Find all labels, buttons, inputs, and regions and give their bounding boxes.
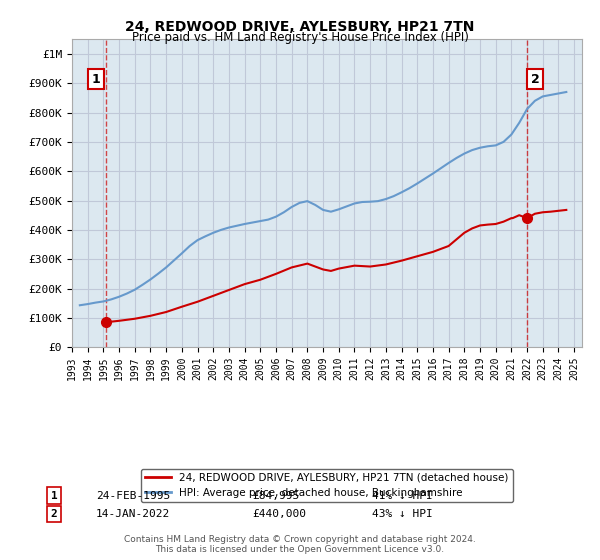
Legend: 24, REDWOOD DRIVE, AYLESBURY, HP21 7TN (detached house), HPI: Average price, det: 24, REDWOOD DRIVE, AYLESBURY, HP21 7TN (…: [141, 469, 513, 502]
Text: 2: 2: [50, 509, 58, 519]
Text: 24, REDWOOD DRIVE, AYLESBURY, HP21 7TN: 24, REDWOOD DRIVE, AYLESBURY, HP21 7TN: [125, 20, 475, 34]
Text: £440,000: £440,000: [252, 509, 306, 519]
Text: Contains HM Land Registry data © Crown copyright and database right 2024.
This d: Contains HM Land Registry data © Crown c…: [124, 535, 476, 554]
Text: £84,995: £84,995: [252, 491, 299, 501]
Text: 24-FEB-1995: 24-FEB-1995: [96, 491, 170, 501]
Text: 41% ↓ HPI: 41% ↓ HPI: [372, 491, 433, 501]
Text: 1: 1: [92, 73, 101, 86]
Text: 1: 1: [50, 491, 58, 501]
Text: 2: 2: [530, 73, 539, 86]
Text: Price paid vs. HM Land Registry's House Price Index (HPI): Price paid vs. HM Land Registry's House …: [131, 31, 469, 44]
Text: 14-JAN-2022: 14-JAN-2022: [96, 509, 170, 519]
Text: 43% ↓ HPI: 43% ↓ HPI: [372, 509, 433, 519]
